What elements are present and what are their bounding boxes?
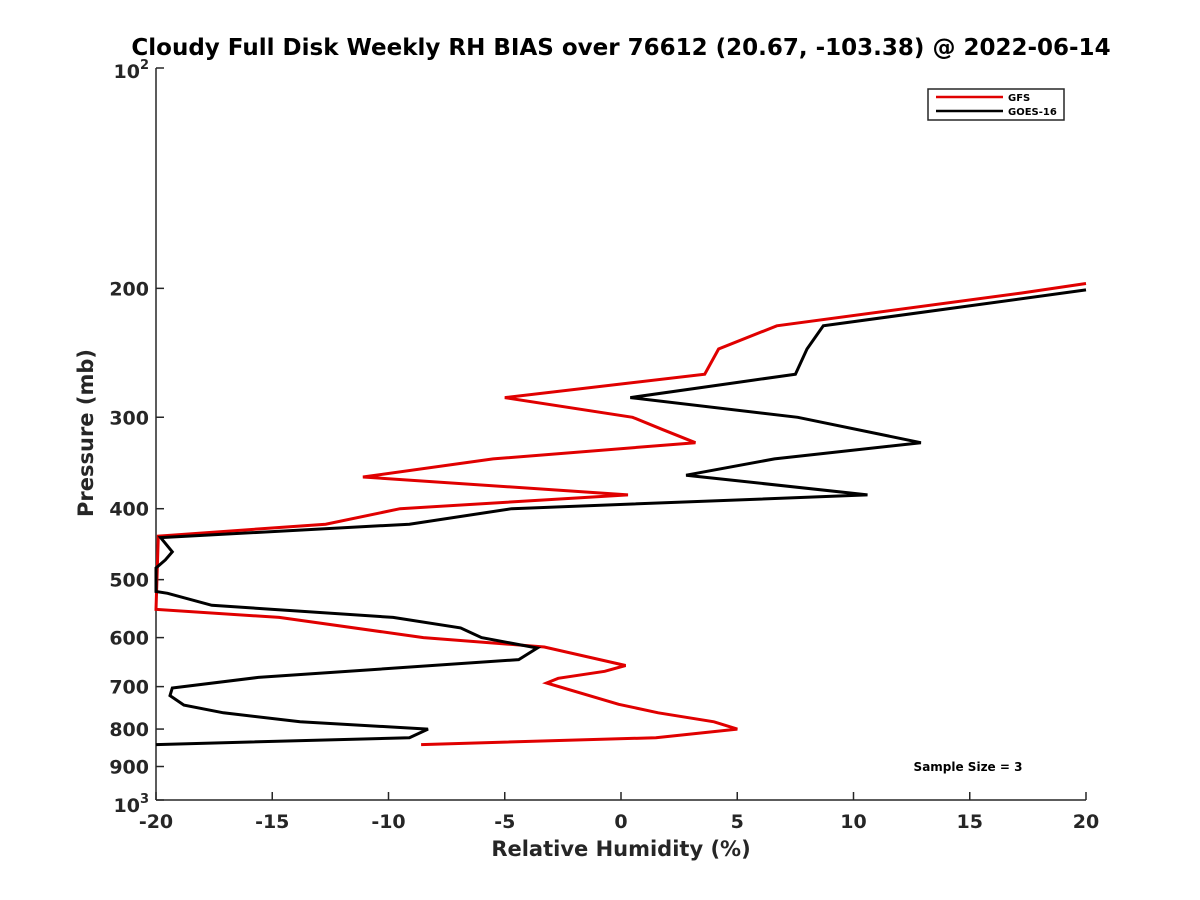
- y-tick-label: 700: [109, 677, 149, 699]
- x-tick-label: -5: [494, 811, 515, 833]
- x-tick-label: 20: [1073, 811, 1099, 833]
- x-tick-label: -15: [255, 811, 289, 833]
- x-tick-label: 15: [957, 811, 983, 833]
- y-end-labels-group: 102 103: [114, 58, 150, 817]
- y-axis-label: Pressure (mb): [74, 349, 98, 517]
- x-tick-label: -20: [139, 811, 173, 833]
- y-tick-label: 900: [109, 757, 149, 779]
- y-tick-label: 300: [109, 407, 149, 429]
- axes-group: [155, 68, 1086, 801]
- legend-box: [927, 88, 1065, 121]
- x-axis-label: Relative Humidity (%): [491, 837, 750, 861]
- x-tick-label: 5: [731, 811, 744, 833]
- sample-size-annotation: Sample Size = 3: [914, 760, 1023, 774]
- y-ticks-group: 200 300 400 500 600 700 800 900: [109, 67, 164, 801]
- y-top-base: 10: [114, 61, 140, 83]
- y-top-exponent: 2: [140, 58, 149, 73]
- y-bottom-base: 10: [114, 795, 140, 817]
- series-lines-group: [154, 282, 1087, 747]
- y-tick-label: 500: [109, 570, 149, 592]
- y-tick-label: 800: [109, 719, 149, 741]
- x-tick-label: 10: [840, 811, 866, 833]
- y-tick-label-top: 102: [114, 58, 150, 83]
- x-ticks-group: -20 -15 -10 -5 0 5 10 15 20: [139, 792, 1099, 833]
- legend-label-goes-16: GOES-16: [1008, 107, 1057, 118]
- legend-label-gfs: GFS: [1008, 93, 1030, 104]
- series-line-goes-16: [154, 288, 1087, 747]
- y-bottom-exponent: 3: [140, 792, 149, 807]
- y-tick-label: 200: [109, 278, 149, 300]
- series-line-gfs: [154, 282, 1087, 747]
- chart-title: Cloudy Full Disk Weekly RH BIAS over 766…: [131, 35, 1110, 61]
- y-tick-label: 600: [109, 628, 149, 650]
- y-tick-label: 400: [109, 499, 149, 521]
- y-tick-label-bottom: 103: [114, 792, 150, 817]
- legend: GFS GOES-16: [927, 88, 1065, 121]
- x-tick-label: 0: [614, 811, 627, 833]
- x-tick-label: -10: [371, 811, 405, 833]
